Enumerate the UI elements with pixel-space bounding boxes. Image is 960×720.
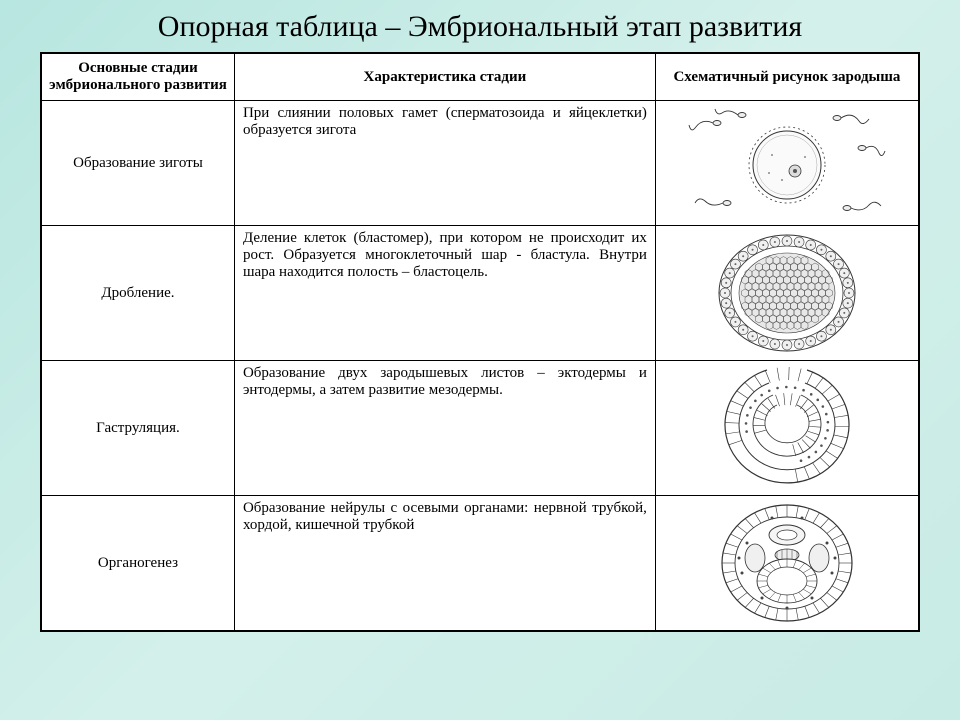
diagram-neurula (655, 496, 918, 631)
stage-name-zygote: Образование зиготы (42, 101, 235, 226)
stage-desc-gastrulation: Образование двух зародышевых листов – эк… (234, 361, 655, 496)
stage-name-cleavage: Дробление. (42, 226, 235, 361)
table-row: Гаструляция. Образование двух зародышевы… (42, 361, 919, 496)
blastula-icon (687, 228, 887, 358)
header-stages: Основные стадии эмбрионального развития (42, 54, 235, 101)
reference-table-container: Основные стадии эмбрионального развития … (40, 52, 920, 632)
diagram-gastrula (655, 361, 918, 496)
neurula-icon (687, 498, 887, 628)
reference-table: Основные стадии эмбрионального развития … (41, 53, 919, 631)
stage-desc-organogenesis: Образование нейрулы с осевыми органами: … (234, 496, 655, 631)
table-header-row: Основные стадии эмбрионального развития … (42, 54, 919, 101)
stage-desc-zygote: При слиянии половых гамет (сперматозоида… (234, 101, 655, 226)
header-diagram: Схематичный рисунок зародыша (655, 54, 918, 101)
diagram-blastula (655, 226, 918, 361)
table-row: Органогенез Образование нейрулы с осевым… (42, 496, 919, 631)
diagram-zygote (655, 101, 918, 226)
stage-name-organogenesis: Органогенез (42, 496, 235, 631)
zygote-icon (687, 103, 887, 223)
stage-name-gastrulation: Гаструляция. (42, 361, 235, 496)
stage-desc-cleavage: Деление клеток (бластомер), при котором … (234, 226, 655, 361)
table-row: Дробление. Деление клеток (бластомер), п… (42, 226, 919, 361)
header-characteristic: Характеристика стадии (234, 54, 655, 101)
table-row: Образование зиготы При слиянии половых г… (42, 101, 919, 226)
gastrula-icon (687, 363, 887, 493)
page-title: Опорная таблица – Эмбриональный этап раз… (0, 0, 960, 52)
